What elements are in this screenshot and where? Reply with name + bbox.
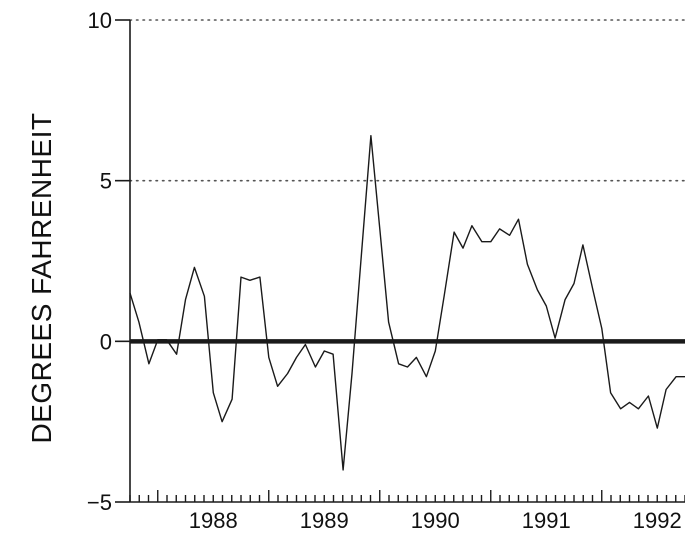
y-tick-label: 0 bbox=[100, 329, 112, 354]
x-tick-label: 1989 bbox=[300, 508, 349, 533]
series-line-0 bbox=[129, 134, 685, 471]
x-tick-label: 1991 bbox=[522, 508, 571, 533]
gridlines bbox=[129, 19, 685, 182]
y-tick-label: 5 bbox=[100, 169, 112, 194]
axes bbox=[115, 19, 685, 503]
tick-labels: 10 5 0 −5 1988 1989 1990 1991 1992 bbox=[87, 8, 682, 533]
x-tick-label: 1990 bbox=[411, 508, 460, 533]
x-tick-label: 1992 bbox=[633, 508, 682, 533]
y-axis-title: DEGREES FAHRENHEIT bbox=[26, 112, 57, 443]
series-layer bbox=[129, 134, 685, 471]
y-tick-label: −5 bbox=[87, 490, 112, 515]
y-tick-label: 10 bbox=[88, 8, 112, 33]
x-tick-label: 1988 bbox=[189, 508, 238, 533]
